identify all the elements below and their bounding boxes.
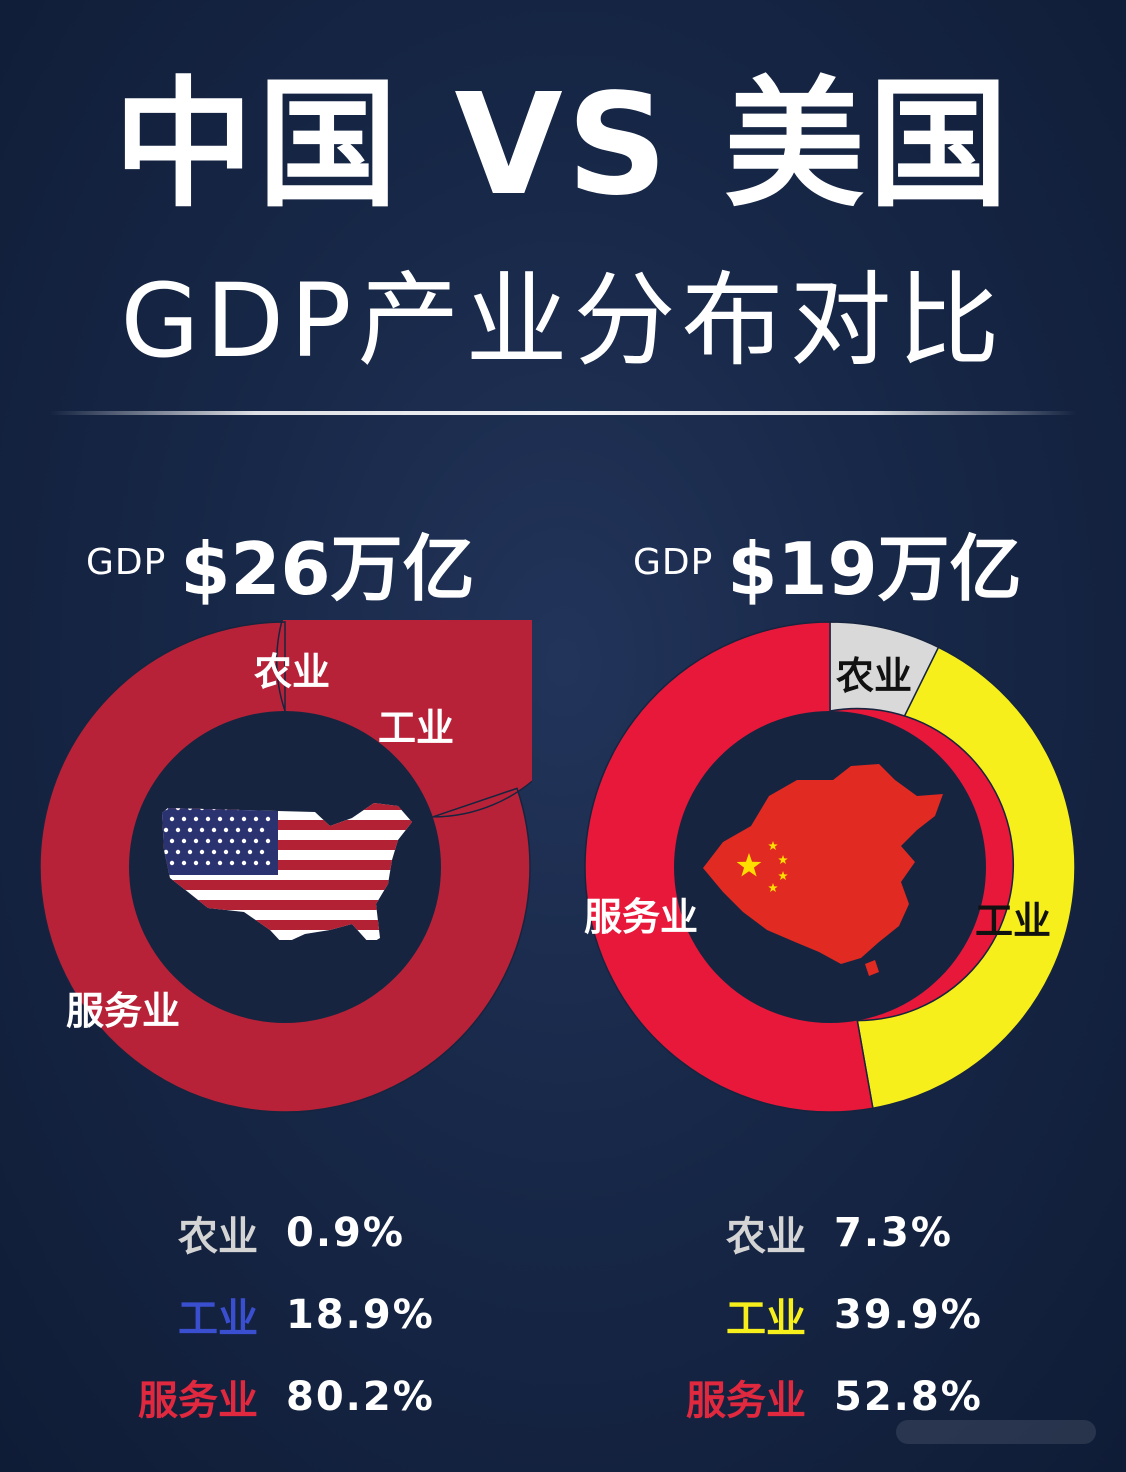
usa-legend-pct: 80.2% xyxy=(286,1374,435,1420)
usa-gdp-header: GDP $26万亿 xyxy=(86,510,475,611)
china-legend-row-agriculture: 农业 7.3% xyxy=(656,1192,983,1274)
usa-legend-pct: 0.9% xyxy=(286,1210,405,1256)
china-flag-map-icon xyxy=(703,764,943,976)
title-divider xyxy=(50,411,1076,415)
china-legend-row-industry: 工业 39.9% xyxy=(656,1274,983,1356)
usa-legend-row-services: 服务业 80.2% xyxy=(108,1356,435,1438)
china-legend-name: 服务业 xyxy=(686,1378,806,1424)
china-gdp-prefix: GDP xyxy=(633,542,714,583)
watermark xyxy=(896,1420,1096,1444)
china-legend-pct: 52.8% xyxy=(834,1374,983,1420)
china-gdp-header: GDP $19万亿 xyxy=(633,510,1022,611)
china-legend-name: 工业 xyxy=(726,1296,806,1342)
usa-gdp-prefix: GDP xyxy=(86,542,167,583)
usa-gdp-value: $26万亿 xyxy=(180,527,475,611)
china-map-shape xyxy=(703,764,943,964)
page-subtitle: GDP产业分布对比 xyxy=(120,262,1006,381)
china-segment-label-services: 服务业 xyxy=(584,895,699,939)
china-segment-label-agriculture: 农业 xyxy=(836,654,913,698)
usa-legend-row-industry: 工业 18.9% xyxy=(108,1274,435,1356)
usa-legend-row-agriculture: 农业 0.9% xyxy=(108,1192,435,1274)
china-legend: 农业 7.3% 工业 39.9% 服务业 52.8% xyxy=(656,1192,983,1438)
usa-legend-name: 工业 xyxy=(178,1296,258,1342)
usa-legend-name: 服务业 xyxy=(138,1378,258,1424)
china-legend-name: 农业 xyxy=(726,1214,806,1260)
usa-flag-map-icon xyxy=(162,803,412,940)
china-legend-pct: 39.9% xyxy=(834,1292,983,1338)
usa-segment-label-agriculture: 农业 xyxy=(254,650,331,694)
china-donut-chart xyxy=(584,621,1076,1113)
usa-legend-name: 农业 xyxy=(178,1214,258,1260)
usa-donut-chart xyxy=(39,620,532,1113)
usa-segment-label-services: 服务业 xyxy=(66,989,181,1033)
usa-legend-pct: 18.9% xyxy=(286,1292,435,1338)
usa-legend: 农业 0.9% 工业 18.9% 服务业 80.2% xyxy=(108,1192,435,1438)
page-title: 中国 VS 美国 xyxy=(113,64,1013,227)
usa-segment-label-industry: 工业 xyxy=(378,706,455,750)
china-gdp-value: $19万亿 xyxy=(727,527,1022,611)
china-legend-pct: 7.3% xyxy=(834,1210,953,1256)
china-segment-label-industry: 工业 xyxy=(975,899,1052,943)
china-legend-row-services: 服务业 52.8% xyxy=(656,1356,983,1438)
